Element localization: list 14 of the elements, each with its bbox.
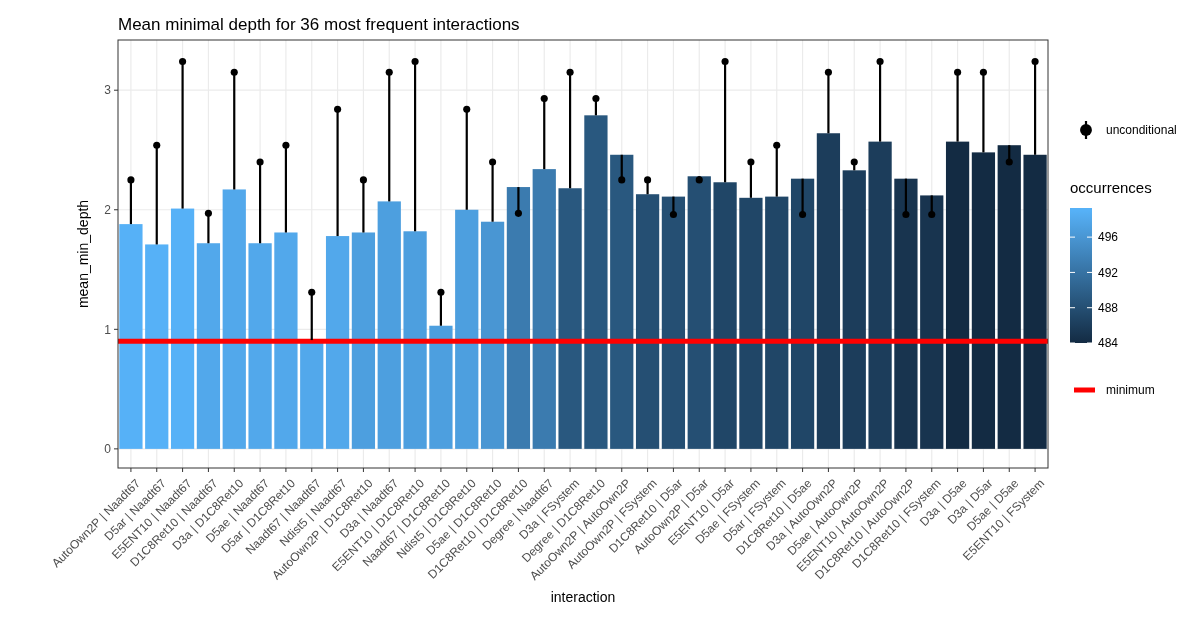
color-bar-label: 488 [1098, 300, 1119, 315]
legend-label: unconditional [1106, 123, 1177, 138]
color-bar-label: 492 [1098, 265, 1119, 280]
color-bar-title: occurrences [1070, 179, 1152, 196]
legend-label: minimum [1106, 383, 1155, 398]
y-tick-label: 0 [104, 442, 112, 457]
y-axis-title: mean_min_depth [75, 199, 91, 309]
color-bar-label: 496 [1098, 230, 1119, 245]
y-tick-label: 1 [104, 322, 112, 337]
y-tick-label: 3 [104, 83, 112, 98]
x-axis-title: interaction [550, 589, 616, 605]
color-bar-label: 484 [1098, 336, 1119, 351]
y-tick-label: 2 [104, 202, 112, 217]
chart-title: Mean minimal depth for 36 most frequent interactions [118, 15, 520, 34]
